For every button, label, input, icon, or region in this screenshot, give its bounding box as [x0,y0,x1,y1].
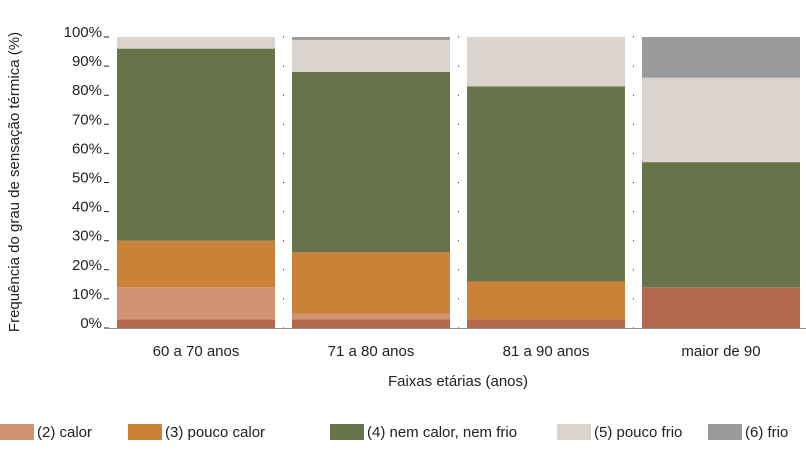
legend-swatch [0,424,34,440]
legend-swatch [330,424,364,440]
y-tick-label: 80% [72,82,102,99]
x-tick-label: maior de 90 [681,343,760,360]
bar-segment [467,281,625,320]
legend-swatch [557,424,591,440]
legend-label: (2) calor [37,424,92,441]
y-tick-label: 30% [72,228,102,245]
legend-label: (4) nem calor, nem frio [367,424,517,441]
bar-segment [117,287,275,320]
legend-label: (5) pouco frio [594,424,682,441]
y-tick-label: 100% [64,24,102,41]
bar-segment [642,287,800,328]
bar-segment [117,48,275,241]
bar-segment [292,39,450,72]
legend-label: (3) pouco calor [165,424,265,441]
x-tick-label: 81 a 90 anos [503,343,590,360]
legend-label: (6) frio [745,424,788,441]
y-tick-label: 70% [72,111,102,128]
bar-segment [292,37,450,40]
legend-swatch [708,424,742,440]
x-tick-label: 60 a 70 anos [153,343,240,360]
bar-segment [642,162,800,288]
bar-segment [292,319,450,328]
bar-segment [117,37,275,49]
bar-segment [467,319,625,328]
x-axis-label: Faixas etárias (anos) [388,373,528,390]
bar-segment [467,37,625,87]
bar-segment [292,313,450,320]
bar-segment [292,252,450,314]
y-tick-label: 90% [72,53,102,70]
y-tick-label: 20% [72,257,102,274]
bar-segment [117,319,275,328]
y-tick-label: 50% [72,169,102,186]
y-tick-label: 60% [72,140,102,157]
y-tick-label: 0% [80,315,102,332]
y-axis-label: Frequência do grau de sensação térmica (… [6,32,23,332]
y-tick-label: 10% [72,286,102,303]
bar-segment [467,86,625,282]
legend-swatch [128,424,162,440]
bar-segment [642,77,800,163]
x-tick-label: 71 a 80 anos [328,343,415,360]
bar-segment [642,37,800,78]
bar-segment [117,240,275,288]
bar-segment [292,71,450,253]
y-tick-label: 40% [72,199,102,216]
